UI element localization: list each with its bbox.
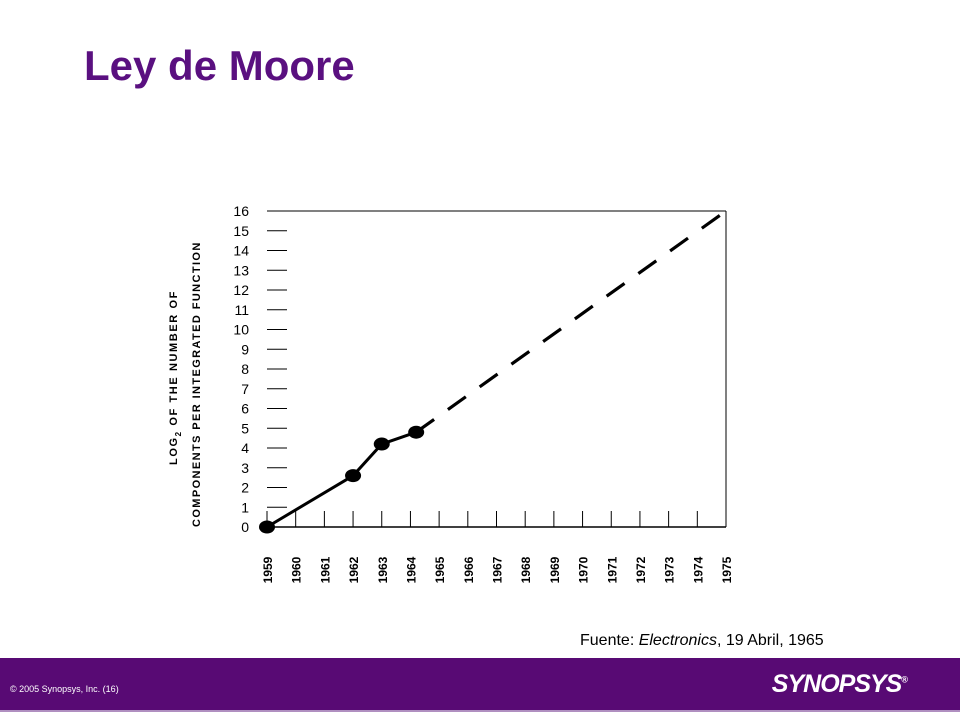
x-tick-label: 1967 — [491, 556, 505, 583]
y-tick-label: 15 — [233, 223, 249, 239]
data-point — [259, 520, 275, 534]
x-tick-label: 1963 — [376, 556, 390, 583]
data-point — [373, 437, 390, 451]
y-tick-label: 0 — [241, 519, 249, 535]
y-tick-label: 12 — [233, 282, 249, 298]
y-tick-label: 9 — [241, 341, 249, 357]
x-tick-label: 1972 — [634, 556, 648, 583]
x-tick-label: 1974 — [691, 556, 705, 583]
copyright-text: © 2005 Synopsys, Inc. (16) — [10, 684, 119, 694]
synopsys-logo: SYNOPSYS® — [772, 670, 908, 699]
x-tick-label: 1968 — [519, 556, 533, 583]
slide-title: Ley de Moore — [84, 42, 355, 89]
y-tick-label: 3 — [241, 460, 249, 476]
caption-suffix: , 19 Abril, 1965 — [716, 632, 824, 649]
x-axis-ticks: 1959 1960 1961 1962 1963 1964 1965 1966 1967 1968… — [261, 511, 734, 583]
x-tick-label: 1965 — [433, 556, 447, 583]
x-tick-label: 1970 — [577, 556, 591, 583]
footer-bar: © 2005 Synopsys, Inc. (16) SYNOPSYS® — [0, 658, 960, 710]
y-tick-label: 8 — [241, 361, 249, 377]
x-tick-label: 1969 — [548, 556, 562, 583]
logo-mark: ® — [901, 674, 908, 685]
x-tick-label: 1960 — [290, 556, 304, 583]
y-tick-label: 4 — [241, 440, 249, 456]
y-tick-label: 1 — [241, 499, 249, 515]
projection-dashed-line — [415, 209, 727, 434]
caption-source: Electronics — [638, 632, 717, 649]
y-axis-label-line2: COMPONENTS PER INTEGRATED FUNCTION — [191, 241, 203, 527]
y-tick-label: 5 — [241, 420, 249, 436]
x-tick-label: 1971 — [605, 556, 619, 583]
measured-solid-line — [266, 430, 417, 529]
y-tick-label: 2 — [241, 480, 249, 496]
footer-divider — [0, 710, 960, 712]
x-tick-label: 1975 — [720, 556, 734, 583]
y-tick-label: 7 — [241, 381, 249, 397]
x-tick-label: 1962 — [347, 556, 361, 583]
logo-text: SYNOPSYS — [771, 670, 903, 698]
x-tick-label: 1961 — [318, 556, 332, 583]
y-axis-label-line1: LOG2 OF THE NUMBER OF — [168, 290, 183, 465]
x-tick-label: 1966 — [462, 556, 476, 583]
data-point — [345, 469, 362, 483]
caption-prefix: Fuente: — [580, 632, 639, 649]
y-tick-label: 13 — [233, 262, 249, 278]
source-caption: Fuente: Electronics, 19 Abril, 1965 — [580, 632, 824, 650]
x-tick-label: 1973 — [663, 556, 677, 583]
y-tick-label: 16 — [233, 203, 249, 219]
plot-frame — [267, 210, 727, 528]
y-tick-label: 11 — [234, 302, 249, 318]
y-tick-label: 6 — [241, 401, 249, 417]
x-tick-label: 1959 — [261, 556, 275, 583]
x-tick-label: 1964 — [404, 556, 418, 583]
y-tick-label: 10 — [233, 322, 249, 338]
y-tick-label: 14 — [233, 243, 249, 259]
series-layer — [259, 209, 727, 534]
